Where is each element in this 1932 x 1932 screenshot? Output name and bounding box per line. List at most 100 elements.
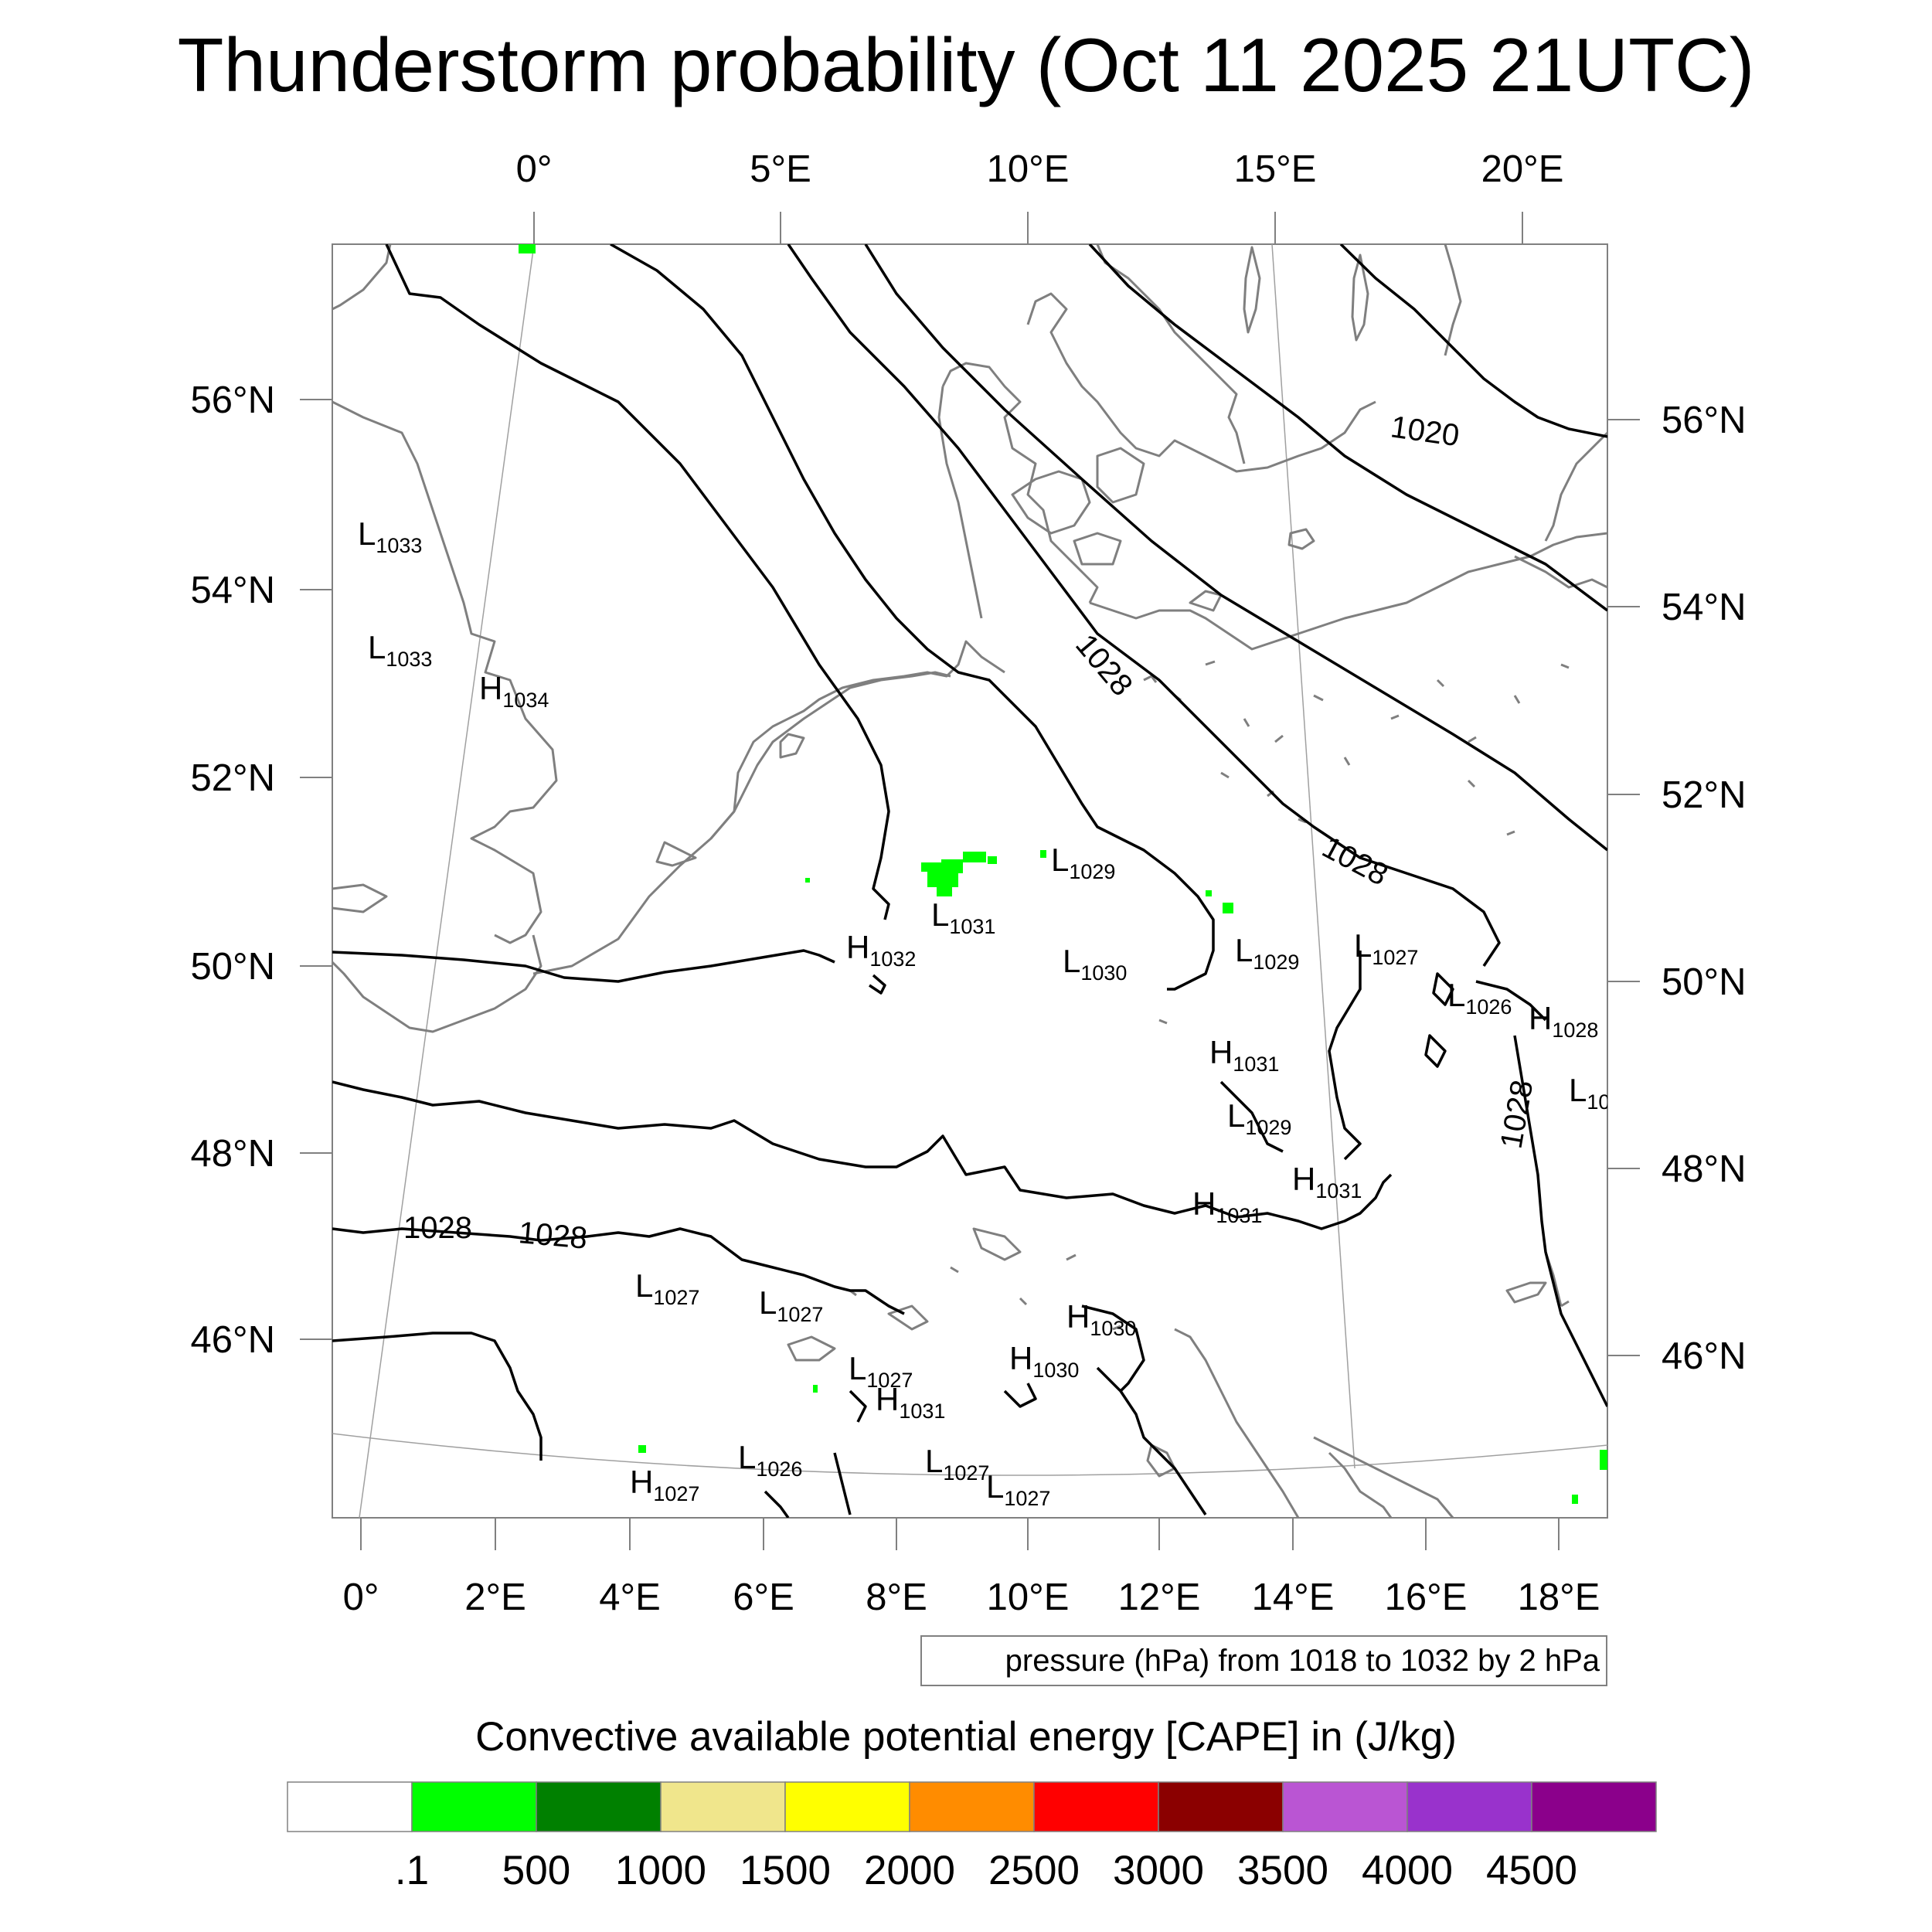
pressure-center: H1027 (630, 1464, 699, 1505)
colorbar (287, 1781, 1657, 1832)
colorbar-tick-label: 1000 (615, 1848, 706, 1893)
colorbar-tick-label: 3500 (1237, 1848, 1328, 1893)
colorbar-cell (1531, 1781, 1657, 1832)
cape-cells (519, 244, 1607, 1504)
colorbar-cell (1158, 1781, 1284, 1832)
top-longitude-labels: 0° 5°E 10°E 15°E 20°E (516, 148, 1564, 190)
colorbar-tick-label: 2000 (864, 1848, 955, 1893)
colorbar-tick-label: 500 (502, 1848, 570, 1893)
colorbar-tick-labels: .1 500 1000 1500 2000 2500 3000 3500 4000 4500 (395, 1848, 1577, 1893)
colorbar-cell (1033, 1781, 1159, 1832)
pressure-center: H1031 (1292, 1161, 1362, 1202)
graticule (332, 244, 1607, 1518)
colorbar-tick-label: 1500 (740, 1848, 831, 1893)
pressure-center: L1027 (986, 1468, 1050, 1510)
isobar-1020 (1339, 244, 1607, 438)
pressure-note-box: pressure (hPa) from 1018 to 1032 by 2 hP… (920, 1635, 1607, 1686)
bottom-lon-label: 2°E (464, 1577, 526, 1618)
right-latitude-labels: 56°N 54°N 52°N 50°N 48°N 46°N (1662, 400, 1746, 1377)
colorbar-cell (287, 1781, 413, 1832)
right-lat-label: 48°N (1662, 1148, 1746, 1190)
colorbar-tick-label: 4500 (1486, 1848, 1577, 1893)
right-lat-label: 52°N (1662, 774, 1746, 816)
pressure-center: L1026 (738, 1439, 802, 1481)
top-lon-label: 20°E (1481, 148, 1564, 190)
bottom-lon-label: 6°E (733, 1577, 794, 1618)
bottom-lon-label: 16°E (1385, 1577, 1468, 1618)
pressure-contours (332, 244, 1607, 1518)
colorbar-cell (909, 1781, 1035, 1832)
left-lat-label: 50°N (191, 946, 275, 988)
left-lat-label: 54°N (191, 570, 275, 611)
pressure-centers: L1033 L1033 H1034 L1029 L1031 H1032 L103… (358, 515, 1610, 1510)
pressure-center: H1032 (846, 929, 916, 971)
contour-label: 1028 (517, 1216, 588, 1256)
isobar-1032 (332, 949, 835, 983)
bottom-longitude-labels: 0° 2°E 4°E 6°E 8°E 10°E 12°E 14°E 16°E 1… (343, 1577, 1600, 1618)
colorbar-tick-label: 3000 (1113, 1848, 1204, 1893)
isobar-1030-mid (332, 1080, 1393, 1230)
pressure-center: H1031 (1209, 1034, 1279, 1076)
pressure-center: L1027 (1354, 927, 1418, 969)
colorbar-cell (1282, 1781, 1408, 1832)
pressure-center: L1033 (358, 515, 422, 557)
right-lat-label: 46°N (1662, 1335, 1746, 1377)
right-lat-label: 56°N (1662, 400, 1746, 441)
pressure-center: L1026 (1447, 977, 1512, 1019)
isobar-1028-north (610, 244, 1215, 991)
bottom-lon-label: 10°E (987, 1577, 1070, 1618)
pressure-center: H1030 (1009, 1340, 1079, 1382)
pressure-center: H1031 (1192, 1185, 1262, 1227)
colorbar-cell (660, 1781, 786, 1832)
colorbar-cell (536, 1781, 662, 1832)
bottom-lon-label: 12°E (1118, 1577, 1201, 1618)
pressure-center: L1029 (1235, 932, 1299, 974)
coastlines (332, 244, 1607, 1518)
pressure-note: pressure (hPa) from 1018 to 1032 by 2 hP… (1005, 1644, 1600, 1678)
right-lat-label: 50°N (1662, 961, 1746, 1003)
isobar-eastern (1513, 1035, 1607, 1407)
right-lat-label: 54°N (1662, 587, 1746, 628)
left-lat-label: 46°N (191, 1319, 275, 1361)
colorbar-cell (784, 1781, 910, 1832)
colorbar-tick-label: 4000 (1362, 1848, 1453, 1893)
bottom-lon-label: 8°E (866, 1577, 927, 1618)
isobar-1022 (1088, 244, 1607, 612)
isobar-1024 (864, 244, 1607, 852)
top-lon-label: 10°E (987, 148, 1070, 190)
colorbar-cell (411, 1781, 537, 1832)
pressure-center: L1029 (1051, 842, 1115, 883)
pressure-center: L1027 (849, 1350, 913, 1392)
left-lat-label: 56°N (191, 379, 275, 421)
contour-label: 1028 (403, 1211, 472, 1245)
isobar-1030 (385, 244, 890, 920)
pressure-center: H1028 (1529, 1000, 1598, 1042)
isobar-1026-south (332, 1332, 543, 1461)
top-lon-label: 15°E (1234, 148, 1317, 190)
colorbar-tick-label: 2500 (988, 1848, 1080, 1893)
bottom-lon-label: 14°E (1252, 1577, 1335, 1618)
left-lat-label: 48°N (191, 1133, 275, 1175)
bottom-lon-label: 0° (343, 1577, 379, 1618)
colorbar-cell (1406, 1781, 1532, 1832)
pressure-center: H1034 (479, 670, 549, 712)
isobar-1028-mid (332, 1227, 905, 1315)
colorbar-tick-label: .1 (395, 1848, 429, 1893)
top-lon-label: 5°E (750, 148, 811, 190)
axis-ticks (300, 212, 1640, 1550)
pressure-center: L1027 (925, 1443, 989, 1485)
bottom-lon-label: 4°E (599, 1577, 661, 1618)
pressure-center: L1031 (931, 896, 995, 938)
pressure-center: L1033 (368, 629, 432, 671)
map-panel: L1033 L1033 H1034 L1029 L1031 H1032 L103… (332, 243, 1610, 1519)
pressure-center: H1030 (1066, 1298, 1136, 1340)
left-lat-label: 52°N (191, 757, 275, 799)
left-latitude-labels: 56°N 54°N 52°N 50°N 48°N 46°N (191, 379, 275, 1361)
pressure-center: L1027 (635, 1267, 699, 1309)
pressure-center: L10 (1569, 1072, 1610, 1114)
isobar-1026 (787, 244, 1501, 967)
pressure-center: H1031 (876, 1381, 945, 1423)
figure-title: Thunderstorm probability (Oct 11 2025 21… (178, 22, 1755, 107)
map-frame (332, 243, 1608, 1519)
